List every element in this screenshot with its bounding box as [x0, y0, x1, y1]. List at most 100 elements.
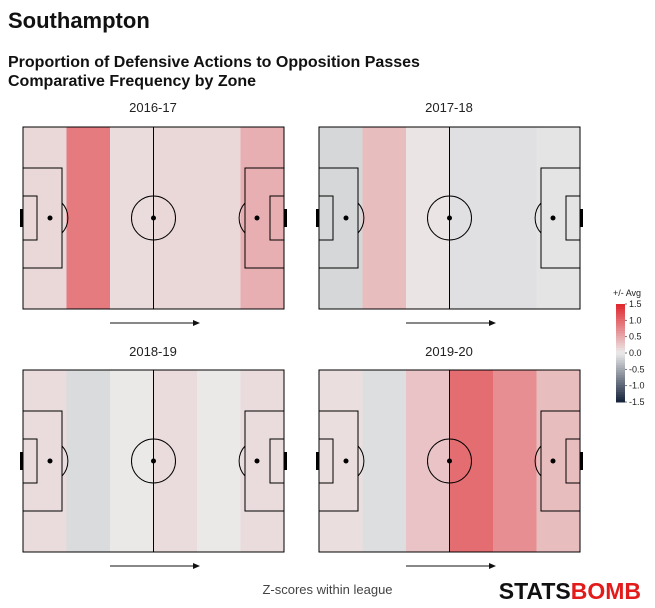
zone-cell: [66, 127, 111, 309]
penalty-spot-right: [254, 215, 260, 221]
goal-left: [20, 209, 23, 227]
panel-title: 2019-20: [425, 344, 473, 359]
colorbar-segment: [616, 318, 625, 322]
logo-text-stats: STATS: [498, 578, 571, 604]
centre-spot: [447, 215, 452, 221]
goal-right: [580, 209, 583, 227]
goal-left: [316, 452, 319, 470]
penalty-arc-right: [534, 445, 542, 477]
colorbar-segment: [616, 377, 625, 381]
zone-cell: [493, 127, 537, 309]
colorbar-segment: [616, 382, 625, 386]
penalty-arc-left: [61, 202, 69, 234]
colorbar-tick-label: 0.0: [629, 348, 642, 358]
penalty-arc-left: [357, 202, 365, 234]
zone-cell: [319, 127, 363, 309]
penalty-arc-right: [534, 202, 542, 234]
penalty-arc-right: [238, 445, 246, 477]
penalty-arc-left: [61, 445, 69, 477]
zone-cell: [197, 370, 241, 552]
zone-cell: [319, 370, 363, 552]
colorbar-segment: [616, 365, 625, 369]
zone-cell: [536, 370, 581, 552]
colorbar-tick-label: 1.0: [629, 315, 642, 325]
page-title: Southampton: [8, 8, 150, 33]
centre-circle: [131, 438, 176, 484]
penalty-spot-right: [550, 458, 556, 464]
colorbar-segment: [616, 379, 625, 383]
colorbar-segment: [616, 311, 625, 315]
colorbar-tick-label: -1.0: [629, 381, 645, 391]
zone-cell: [240, 127, 285, 309]
zone-cell: [23, 370, 67, 552]
centre-spot: [151, 458, 156, 464]
colorbar-segment: [616, 350, 625, 354]
centre-spot: [151, 215, 156, 221]
penalty-spot-right: [550, 215, 556, 221]
zone-cell: [362, 127, 407, 309]
penalty-spot-left: [47, 215, 53, 221]
colorbar-segment: [616, 362, 625, 366]
direction-arrow-head: [489, 563, 496, 569]
direction-arrow-head: [489, 320, 496, 326]
colorbar-segment: [616, 304, 625, 307]
colorbar-segment: [616, 333, 625, 337]
colorbar-tick-label: 0.5: [629, 332, 642, 342]
zone-cell: [66, 370, 111, 552]
penalty-spot-left: [47, 458, 53, 464]
colorbar-segment: [616, 399, 625, 403]
colorbar-segment: [616, 389, 625, 393]
chart-caption: Z-scores within league: [262, 582, 393, 597]
penalty-spot-left: [343, 458, 349, 464]
colorbar-segment: [616, 338, 625, 342]
goal-right: [580, 452, 583, 470]
panel-title: 2018-19: [129, 344, 177, 359]
zone-cell: [197, 127, 241, 309]
panel-title: 2016-17: [129, 100, 177, 115]
penalty-arc-right: [238, 202, 246, 234]
colorbar-segment: [616, 340, 625, 344]
penalty-spot-left: [343, 215, 349, 221]
colorbar-segment: [616, 392, 625, 396]
chart-subtitle-line-1: Proportion of Defensive Actions to Oppos…: [8, 54, 420, 71]
colorbar-segment: [616, 345, 625, 349]
colorbar-segment: [616, 326, 625, 329]
goal-right: [284, 452, 287, 470]
colorbar-segment: [616, 360, 625, 364]
colorbar-segment: [616, 316, 625, 320]
colorbar-tick-label: -1.5: [629, 397, 645, 407]
centre-circle: [427, 195, 472, 241]
panel-title: 2017-18: [425, 100, 473, 115]
penalty-spot-right: [254, 458, 260, 464]
colorbar-title: +/- Avg: [613, 288, 641, 298]
colorbar-segment: [616, 313, 625, 317]
colorbar-segment: [616, 394, 625, 398]
colorbar-segment: [616, 308, 625, 312]
colorbar-segment: [616, 372, 625, 376]
centre-spot: [447, 458, 452, 464]
chart-subtitle-line-2: Comparative Frequency by Zone: [8, 73, 257, 90]
colorbar-segment: [616, 306, 625, 310]
logo-text-bomb: BOMB: [570, 578, 641, 604]
goal-left: [20, 452, 23, 470]
colorbar-segment: [616, 387, 625, 391]
zone-cell: [362, 370, 407, 552]
colorbar-segment: [616, 367, 625, 371]
colorbar-segment: [616, 353, 625, 356]
zone-cell: [23, 127, 67, 309]
direction-arrow-head: [193, 563, 200, 569]
goal-left: [316, 209, 319, 227]
penalty-arc-left: [357, 445, 365, 477]
colorbar-segment: [616, 335, 625, 339]
goal-right: [284, 209, 287, 227]
colorbar-segment: [616, 384, 625, 388]
colorbar-segment: [616, 343, 625, 347]
colorbar-segment: [616, 357, 625, 361]
zone-cell: [240, 370, 285, 552]
colorbar-tick-label: 1.5: [629, 299, 642, 309]
colorbar-segment: [616, 397, 625, 401]
zone-cell: [536, 127, 581, 309]
direction-arrow-head: [193, 320, 200, 326]
colorbar-segment: [616, 328, 625, 332]
